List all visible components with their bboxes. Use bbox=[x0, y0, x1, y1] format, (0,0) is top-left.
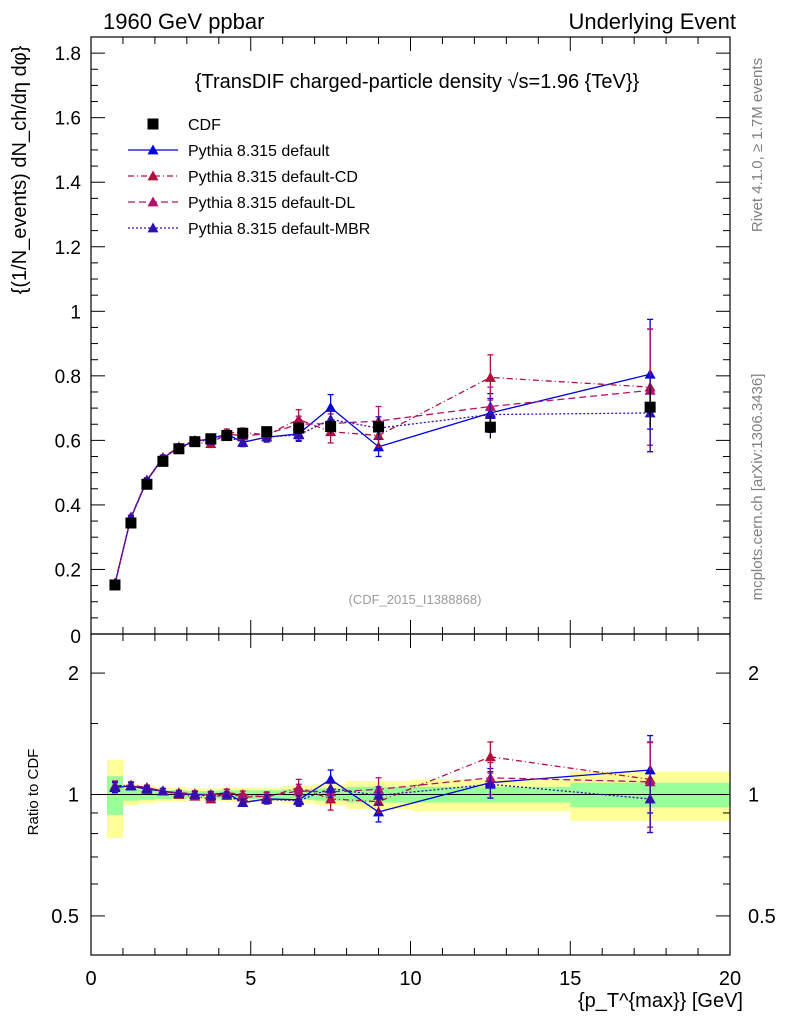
ratio-pythia-8-315-default-mbr-marker bbox=[157, 785, 169, 796]
ratio-pythia-8-315-default-mbr-marker bbox=[141, 782, 153, 793]
main-panel: 0.2 0.4 0.6 0.8 1 1.2 1.4 1.6 1.8 bbox=[55, 36, 731, 635]
main-pythia-8-315-default-mbr-marker bbox=[293, 429, 305, 440]
main-frame bbox=[90, 36, 731, 635]
ratio-pythia-8-315-default-mbr-marker bbox=[237, 797, 249, 807]
cdf-data-point bbox=[373, 421, 385, 433]
rivet-label: Rivet 4.1.0, ≥ 1.7M events bbox=[749, 58, 766, 232]
main-y-label: {(1/N_events) dN_ch/dη dφ} bbox=[9, 45, 31, 294]
ratio-pythia-8-315-default-mbr-marker bbox=[189, 789, 201, 799]
main-pythia-8-315-default-cd-marker bbox=[484, 371, 496, 382]
ratio-y-tick-label-left: 1 bbox=[68, 785, 79, 807]
ratio-y-label: Ratio to CDF bbox=[25, 749, 42, 836]
legend-marker-pythia-8-315-default bbox=[147, 144, 159, 155]
ratio-pythia-8-315-default-dl-marker bbox=[293, 785, 305, 796]
legend-label-pythia-8-315-default-cd: Pythia 8.315 default-CD bbox=[188, 169, 358, 186]
ratio-pythia-8-315-default-mbr-marker bbox=[173, 788, 185, 799]
main-y-tick-label: 0.6 bbox=[55, 431, 81, 452]
cdf-data-point bbox=[325, 421, 337, 433]
main-y-tick-label: 1 bbox=[70, 302, 81, 323]
cdf-data-point bbox=[141, 478, 153, 490]
ratio-pythia-8-315-default-mbr-marker bbox=[293, 795, 305, 806]
cdf-data-point bbox=[293, 422, 305, 434]
ratio-y-tick-label-left: 0.5 bbox=[51, 906, 79, 928]
ratio-pythia-8-315-default-mbr-marker bbox=[484, 778, 496, 789]
cdf-data-point bbox=[644, 401, 656, 413]
cdf-data-point bbox=[237, 427, 249, 439]
x-tick-label: 5 bbox=[245, 968, 256, 990]
ratio-pythia-8-315-default-mbr-marker bbox=[205, 790, 217, 801]
main-y-tick-label: 1.8 bbox=[55, 44, 81, 65]
main-pythia-8-315-default-mbr-marker bbox=[237, 436, 249, 447]
ratio-pythia-8-315-default-mbr-marker bbox=[325, 782, 337, 793]
main-y-zero-label: 0 bbox=[70, 627, 81, 648]
cdf-data-point bbox=[261, 426, 273, 438]
legend-marker-pythia-8-315-default-mbr bbox=[147, 222, 159, 233]
cdf-data-point bbox=[125, 517, 137, 529]
header-left: 1960 GeV ppbar bbox=[103, 9, 264, 34]
ratio-pythia-8-315-default-mbr-marker bbox=[373, 789, 385, 800]
main-y-tick-label: 0.4 bbox=[55, 496, 82, 517]
main-pythia-8-315-default-line bbox=[114, 373, 651, 585]
cdf-data-point bbox=[109, 579, 121, 591]
cdf-data-point bbox=[173, 443, 185, 455]
legend-label-cdf: CDF bbox=[188, 117, 221, 134]
ratio-y-tick-label-left: 2 bbox=[68, 663, 79, 685]
ratio-pythia-8-315-default-mbr-marker bbox=[221, 789, 233, 800]
ratio-pythia-8-315-default-mbr-marker bbox=[125, 780, 137, 791]
cdf-data-point bbox=[157, 455, 169, 467]
legend-marker-cdf bbox=[147, 118, 159, 130]
x-tick-label: 20 bbox=[719, 968, 741, 990]
main-y-tick-label: 1.6 bbox=[55, 109, 81, 130]
main-y-tick-label: 0.2 bbox=[55, 560, 81, 581]
ratio-y-tick-label-right: 0.5 bbox=[748, 906, 776, 928]
main-title: {TransDIF charged-particle density √s=1.… bbox=[195, 71, 640, 93]
legend: CDF Pythia 8.315 default Pythia 8.315 defa… bbox=[128, 117, 370, 238]
ratio-pythia-8-315-default-marker bbox=[325, 773, 337, 784]
ratio-pythia-8-315-default-mbr-marker bbox=[644, 793, 656, 804]
ratio-y-tick-label-right: 2 bbox=[748, 663, 759, 685]
legend-marker-pythia-8-315-default-dl bbox=[147, 196, 159, 207]
x-tick-label: 10 bbox=[399, 968, 421, 990]
ratio-pythia-8-315-default-cd-marker bbox=[484, 751, 496, 762]
legend-marker-pythia-8-315-default-cd bbox=[147, 170, 159, 181]
main-pythia-8-315-default-dl-line bbox=[114, 389, 651, 584]
x-axis-label: {p_T^{max}} [GeV] bbox=[578, 990, 743, 1012]
legend-label-pythia-8-315-default-dl: Pythia 8.315 default-DL bbox=[188, 195, 355, 212]
mcplots-label: mcplots.cern.ch [arXiv:1306.3436] bbox=[749, 374, 766, 601]
cdf-data-point bbox=[221, 430, 233, 442]
legend-label-pythia-8-315-default-mbr: Pythia 8.315 default-MBR bbox=[188, 221, 370, 238]
main-pythia-8-315-default-cd-line bbox=[114, 376, 651, 584]
ratio-pythia-8-315-default-mbr-marker bbox=[261, 793, 273, 804]
ratio-pythia-8-315-default-mbr-marker bbox=[109, 781, 121, 792]
ratio-panel: 0 5 10 15 20 0.5 0.5 1 1 2 2 bbox=[51, 633, 776, 990]
x-tick-label: 0 bbox=[85, 968, 96, 990]
cdf-data-point bbox=[484, 421, 496, 433]
main-y-tick-label: 0.8 bbox=[55, 367, 81, 388]
x-tick-label: 15 bbox=[559, 968, 581, 990]
main-y-tick-label: 1.4 bbox=[55, 173, 82, 194]
ratio-y-tick-label-right: 1 bbox=[748, 785, 759, 807]
legend-label-pythia-8-315-default: Pythia 8.315 default bbox=[188, 143, 330, 160]
cdf-data-point bbox=[189, 436, 201, 448]
cdf-data-point bbox=[205, 433, 217, 445]
main-y-tick-label: 1.2 bbox=[55, 238, 81, 259]
watermark: (CDF_2015_I1388868) bbox=[349, 592, 482, 607]
header-right: Underlying Event bbox=[568, 9, 736, 34]
main-pythia-8-315-default-mbr-marker bbox=[484, 409, 496, 419]
